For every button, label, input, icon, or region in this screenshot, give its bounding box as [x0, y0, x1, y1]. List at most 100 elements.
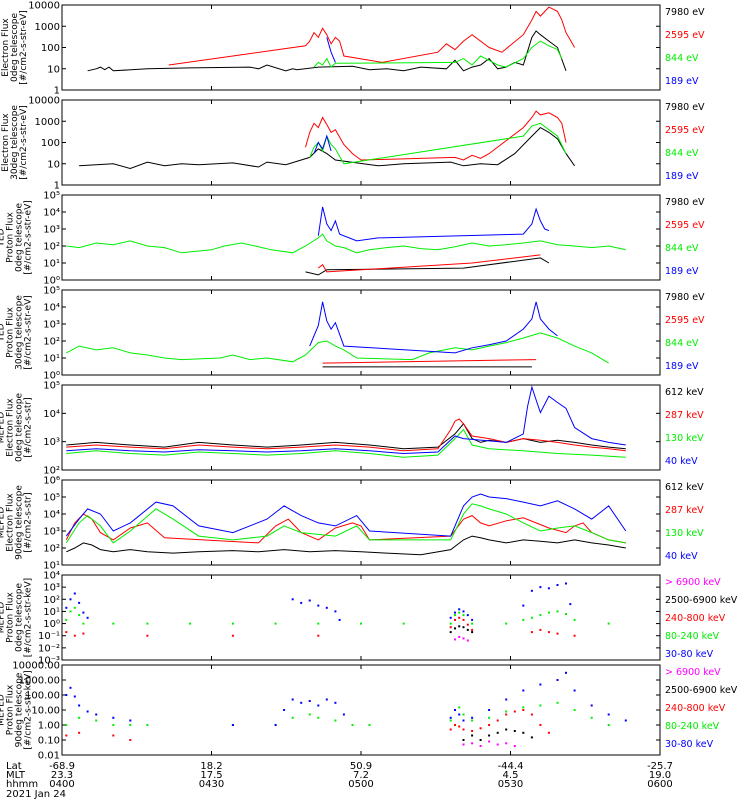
y-axis-label: MEPED Electron Flux 0deg telescope [#/cm2-s…	[0, 393, 34, 463]
series-40-kev	[65, 493, 627, 537]
data-point	[505, 622, 508, 625]
legend-entry: 189 eV	[665, 266, 699, 277]
legend-entry: 7980 eV	[665, 102, 705, 113]
data-point	[522, 706, 525, 709]
y-tick-label: 10⁴	[43, 303, 60, 314]
data-point	[458, 616, 461, 619]
data-point	[82, 611, 85, 614]
data-point	[308, 713, 311, 716]
data-point	[291, 598, 294, 601]
data-point	[458, 608, 461, 611]
data-point	[539, 586, 542, 589]
y-tick-label: 10⁰	[43, 371, 60, 382]
data-point	[466, 628, 469, 631]
footer-mlt-value: 7.2	[353, 770, 369, 781]
y-axis-label-line: MEPED	[0, 602, 7, 634]
data-point	[454, 709, 456, 711]
footer-mlt-value: 17.5	[200, 770, 222, 781]
y-tick-label: 1	[54, 181, 60, 192]
data-point	[573, 618, 576, 621]
y-tick-label: 100.00	[25, 691, 60, 702]
data-point	[488, 734, 491, 737]
data-point	[505, 742, 508, 745]
footer-hhmm-value: 0430	[199, 779, 224, 790]
data-point	[471, 631, 474, 634]
y-tick-label: 10²	[43, 544, 60, 555]
series-2595-ev	[322, 359, 537, 364]
legend-entry: 130 keV	[665, 528, 704, 539]
data-point	[462, 719, 465, 722]
data-point	[466, 639, 469, 642]
series-line	[326, 37, 336, 63]
data-point	[65, 606, 68, 609]
y-axis-label-line: [#/cm2-s-str-eV]	[19, 10, 29, 85]
series-7980-ev	[305, 257, 550, 276]
series-line	[305, 110, 567, 161]
data-point	[95, 713, 98, 716]
series-612-kev	[66, 535, 626, 556]
series-844-ev	[66, 233, 626, 254]
data-point	[522, 604, 525, 607]
y-axis-label-line: 30deg telescope	[15, 295, 25, 370]
data-point	[530, 631, 533, 634]
y-axis-label-line: Electron Flux	[1, 18, 11, 77]
data-point	[454, 627, 456, 630]
panel-6: 10⁶ 10⁵ 10⁴ 10³ 10² 10¹ MEPED Electron Flux 90de…	[0, 476, 704, 572]
data-point	[462, 713, 465, 716]
data-point	[624, 719, 627, 722]
data-point	[73, 606, 76, 609]
y-tick-label: 10000	[28, 96, 60, 107]
y-tick-label: 1.00	[38, 721, 60, 732]
y-tick-label: 10⁴	[43, 409, 60, 420]
data-point	[300, 601, 303, 604]
y-axis-label: Electron Flux 30deg telescope [#/cm2-s-str…	[1, 105, 29, 180]
data-point	[530, 616, 533, 619]
data-point	[291, 716, 294, 719]
data-point	[458, 635, 461, 638]
legend-entry: 844 eV	[665, 148, 699, 159]
y-axis-label: TED Proton Flux 0deg telescope [#/cm2-s-str…	[0, 200, 34, 275]
y-tick-label: 1000.00	[19, 676, 60, 687]
series--6900-kev	[462, 740, 516, 747]
data-point	[547, 587, 550, 590]
series-287-kev	[66, 418, 626, 452]
legend-entry: 189 eV	[665, 171, 699, 182]
data-point	[274, 724, 277, 726]
series-line	[65, 513, 626, 544]
data-point	[488, 724, 491, 726]
data-point	[73, 634, 76, 637]
y-tick-label: 1000	[35, 22, 60, 33]
data-point	[496, 731, 499, 734]
series-2595-ev	[317, 254, 541, 273]
legend-entry: 612 keV	[665, 482, 704, 493]
series-line	[317, 254, 541, 273]
series-2595-ev	[305, 110, 567, 161]
data-point	[274, 622, 277, 625]
y-tick-label: 10¹	[43, 354, 60, 365]
series-line	[66, 385, 626, 455]
series-line	[87, 30, 567, 72]
y-tick-label: 10⁵	[43, 493, 60, 504]
series-7980-ev	[87, 30, 567, 72]
data-point	[539, 628, 542, 631]
data-point	[573, 709, 576, 711]
legend-entry: 287 keV	[665, 505, 704, 516]
data-point	[513, 710, 516, 713]
y-axis-label-line: [#/cm2-s-str-eV]	[19, 105, 29, 180]
y-axis-label-line: [#/cm2-s-str]	[24, 492, 34, 552]
data-point	[334, 719, 337, 722]
footer-lat-value: -25.7	[647, 761, 673, 772]
series-2500-6900-kev	[462, 728, 533, 741]
data-point	[522, 731, 525, 734]
footer-hhmm-value: 0530	[498, 779, 523, 790]
y-axis-label-line: 30deg telescope	[10, 105, 20, 180]
y-axis-label-line: Electron Flux	[6, 398, 16, 457]
series-line	[305, 257, 550, 276]
series-40-kev	[66, 385, 626, 455]
y-tick-label: 1	[54, 86, 60, 97]
data-point	[231, 724, 234, 726]
data-point	[291, 698, 294, 701]
data-point	[539, 704, 542, 707]
footer-hhmm-value: 0500	[348, 779, 373, 790]
footer-hhmm-value: 0600	[647, 779, 672, 790]
